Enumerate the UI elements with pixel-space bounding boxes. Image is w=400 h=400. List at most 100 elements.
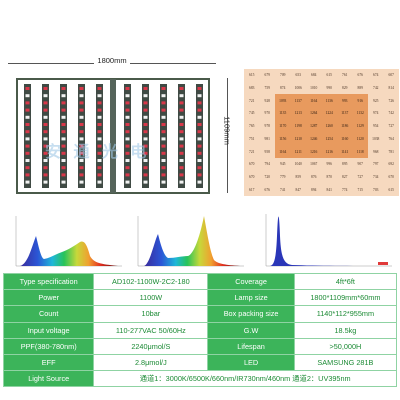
ppfd-cell: 1211 bbox=[290, 145, 306, 158]
led bbox=[161, 151, 166, 155]
ppfd-cell: 928 bbox=[264, 98, 270, 103]
led bbox=[25, 115, 30, 119]
led bbox=[161, 137, 166, 141]
led bbox=[61, 151, 66, 155]
led bbox=[97, 123, 102, 126]
light-bar bbox=[60, 84, 67, 188]
uv-marker bbox=[378, 262, 388, 265]
led bbox=[79, 94, 84, 98]
led bbox=[25, 166, 30, 170]
led bbox=[179, 123, 184, 126]
led bbox=[125, 115, 130, 119]
ppfd-cell: 781 bbox=[388, 149, 394, 154]
ppfd-map: 615 679 709 653 684 615 761 676 674 607 683 759 874 1… bbox=[244, 69, 399, 196]
led bbox=[61, 87, 66, 90]
led bbox=[179, 159, 184, 162]
led bbox=[143, 87, 148, 90]
ppfd-cell: 1129 bbox=[352, 119, 368, 133]
led bbox=[125, 87, 130, 90]
led bbox=[61, 108, 66, 112]
led bbox=[161, 101, 166, 105]
ppfd-cell: 670 bbox=[249, 162, 255, 167]
spectrum-chart-2 bbox=[130, 206, 248, 272]
ppfd-cell: 720 bbox=[264, 174, 270, 179]
ppfd-cell: 797 bbox=[373, 162, 379, 167]
led bbox=[197, 144, 202, 148]
led bbox=[43, 173, 48, 177]
ppfd-cell: 764 bbox=[388, 136, 394, 141]
ppfd-cell: 1093 bbox=[275, 94, 291, 108]
light-bar bbox=[96, 84, 103, 188]
ppfd-cell: 978 bbox=[264, 124, 270, 129]
ppfd-cell: 715 bbox=[357, 187, 363, 192]
led bbox=[97, 130, 102, 134]
ppfd-cell: 674 bbox=[373, 73, 379, 78]
led bbox=[143, 130, 148, 134]
led bbox=[43, 123, 48, 126]
spec-label: G.W bbox=[207, 321, 295, 339]
ppfd-cell: 876 bbox=[311, 174, 317, 179]
led bbox=[79, 101, 84, 105]
ppfd-cell: 1246 bbox=[306, 132, 322, 146]
light-source-value: 通道1：3000K/6500K/660nm/IR730nm/460nm 通道2：… bbox=[93, 370, 397, 388]
spec-label: PPF(380-780nm) bbox=[2, 337, 95, 355]
ppfd-cell: 1287 bbox=[306, 119, 322, 133]
spec-value: 1140*112*955mm bbox=[293, 305, 398, 323]
led bbox=[197, 159, 202, 162]
ppfd-cell: 1210 bbox=[290, 132, 306, 146]
ppfd-cell: 615 bbox=[326, 73, 332, 78]
led bbox=[143, 151, 148, 155]
ppfd-cell: 925 bbox=[373, 98, 379, 103]
light-bar bbox=[24, 84, 31, 188]
led bbox=[143, 101, 148, 105]
led bbox=[61, 94, 66, 98]
led bbox=[97, 115, 102, 119]
spec-row: Count 10bar Box packing size 1140*112*955mm bbox=[2, 305, 398, 323]
ppfd-cell: 1224 bbox=[321, 107, 337, 120]
led bbox=[197, 151, 202, 155]
spec-value: >50,000H bbox=[293, 337, 398, 355]
spec-label: Power bbox=[2, 289, 95, 307]
ppfd-cell: 742 bbox=[373, 86, 379, 91]
spec-table: Type specification AD102-1100W-2C2-180 Cov… bbox=[2, 272, 398, 388]
ppfd-cell: 958 bbox=[264, 149, 270, 154]
ppfd-cell: 827 bbox=[342, 174, 348, 179]
led bbox=[197, 87, 202, 90]
watermark: 安 通 光 电 bbox=[45, 144, 151, 161]
spec-row: Power 1100W Lamp size 1800*1109mm*60mm bbox=[2, 289, 398, 307]
spec-label: Lamp size bbox=[207, 289, 295, 307]
ppfd-cell: 676 bbox=[357, 73, 363, 78]
spec-value: 2240μmol/S bbox=[93, 337, 209, 355]
ppfd-cell: 1006 bbox=[294, 86, 302, 91]
ppfd-cell: 874 bbox=[280, 86, 286, 91]
led bbox=[61, 123, 66, 126]
led bbox=[97, 166, 102, 170]
ppfd-cell: 1120 bbox=[352, 132, 368, 146]
ppfd-cell: 759 bbox=[264, 86, 270, 91]
ppfd-cell: 670 bbox=[388, 174, 394, 179]
led bbox=[197, 115, 202, 119]
ppfd-cell: 1213 bbox=[290, 107, 306, 120]
ppfd-cell: 916 bbox=[352, 94, 368, 108]
ppfd-cell: 1264 bbox=[306, 107, 322, 120]
ppfd-cell: 1137 bbox=[337, 107, 353, 120]
spectrum-chart-3 bbox=[258, 206, 396, 272]
led bbox=[25, 180, 30, 184]
led bbox=[25, 159, 30, 162]
led bbox=[143, 115, 148, 119]
ppfd-cell: 829 bbox=[342, 86, 348, 91]
ppfd-cell: 847 bbox=[295, 187, 301, 192]
led bbox=[161, 159, 166, 162]
light-bar bbox=[78, 84, 85, 188]
led bbox=[125, 159, 130, 162]
ppfd-cell: 993 bbox=[337, 94, 353, 108]
led bbox=[179, 173, 184, 177]
led bbox=[125, 101, 130, 105]
led bbox=[179, 94, 184, 98]
light-bar bbox=[142, 84, 149, 188]
led bbox=[43, 87, 48, 90]
ppfd-cell: 1170 bbox=[275, 119, 291, 133]
led bbox=[79, 108, 84, 112]
led bbox=[61, 173, 66, 177]
led bbox=[43, 115, 48, 119]
